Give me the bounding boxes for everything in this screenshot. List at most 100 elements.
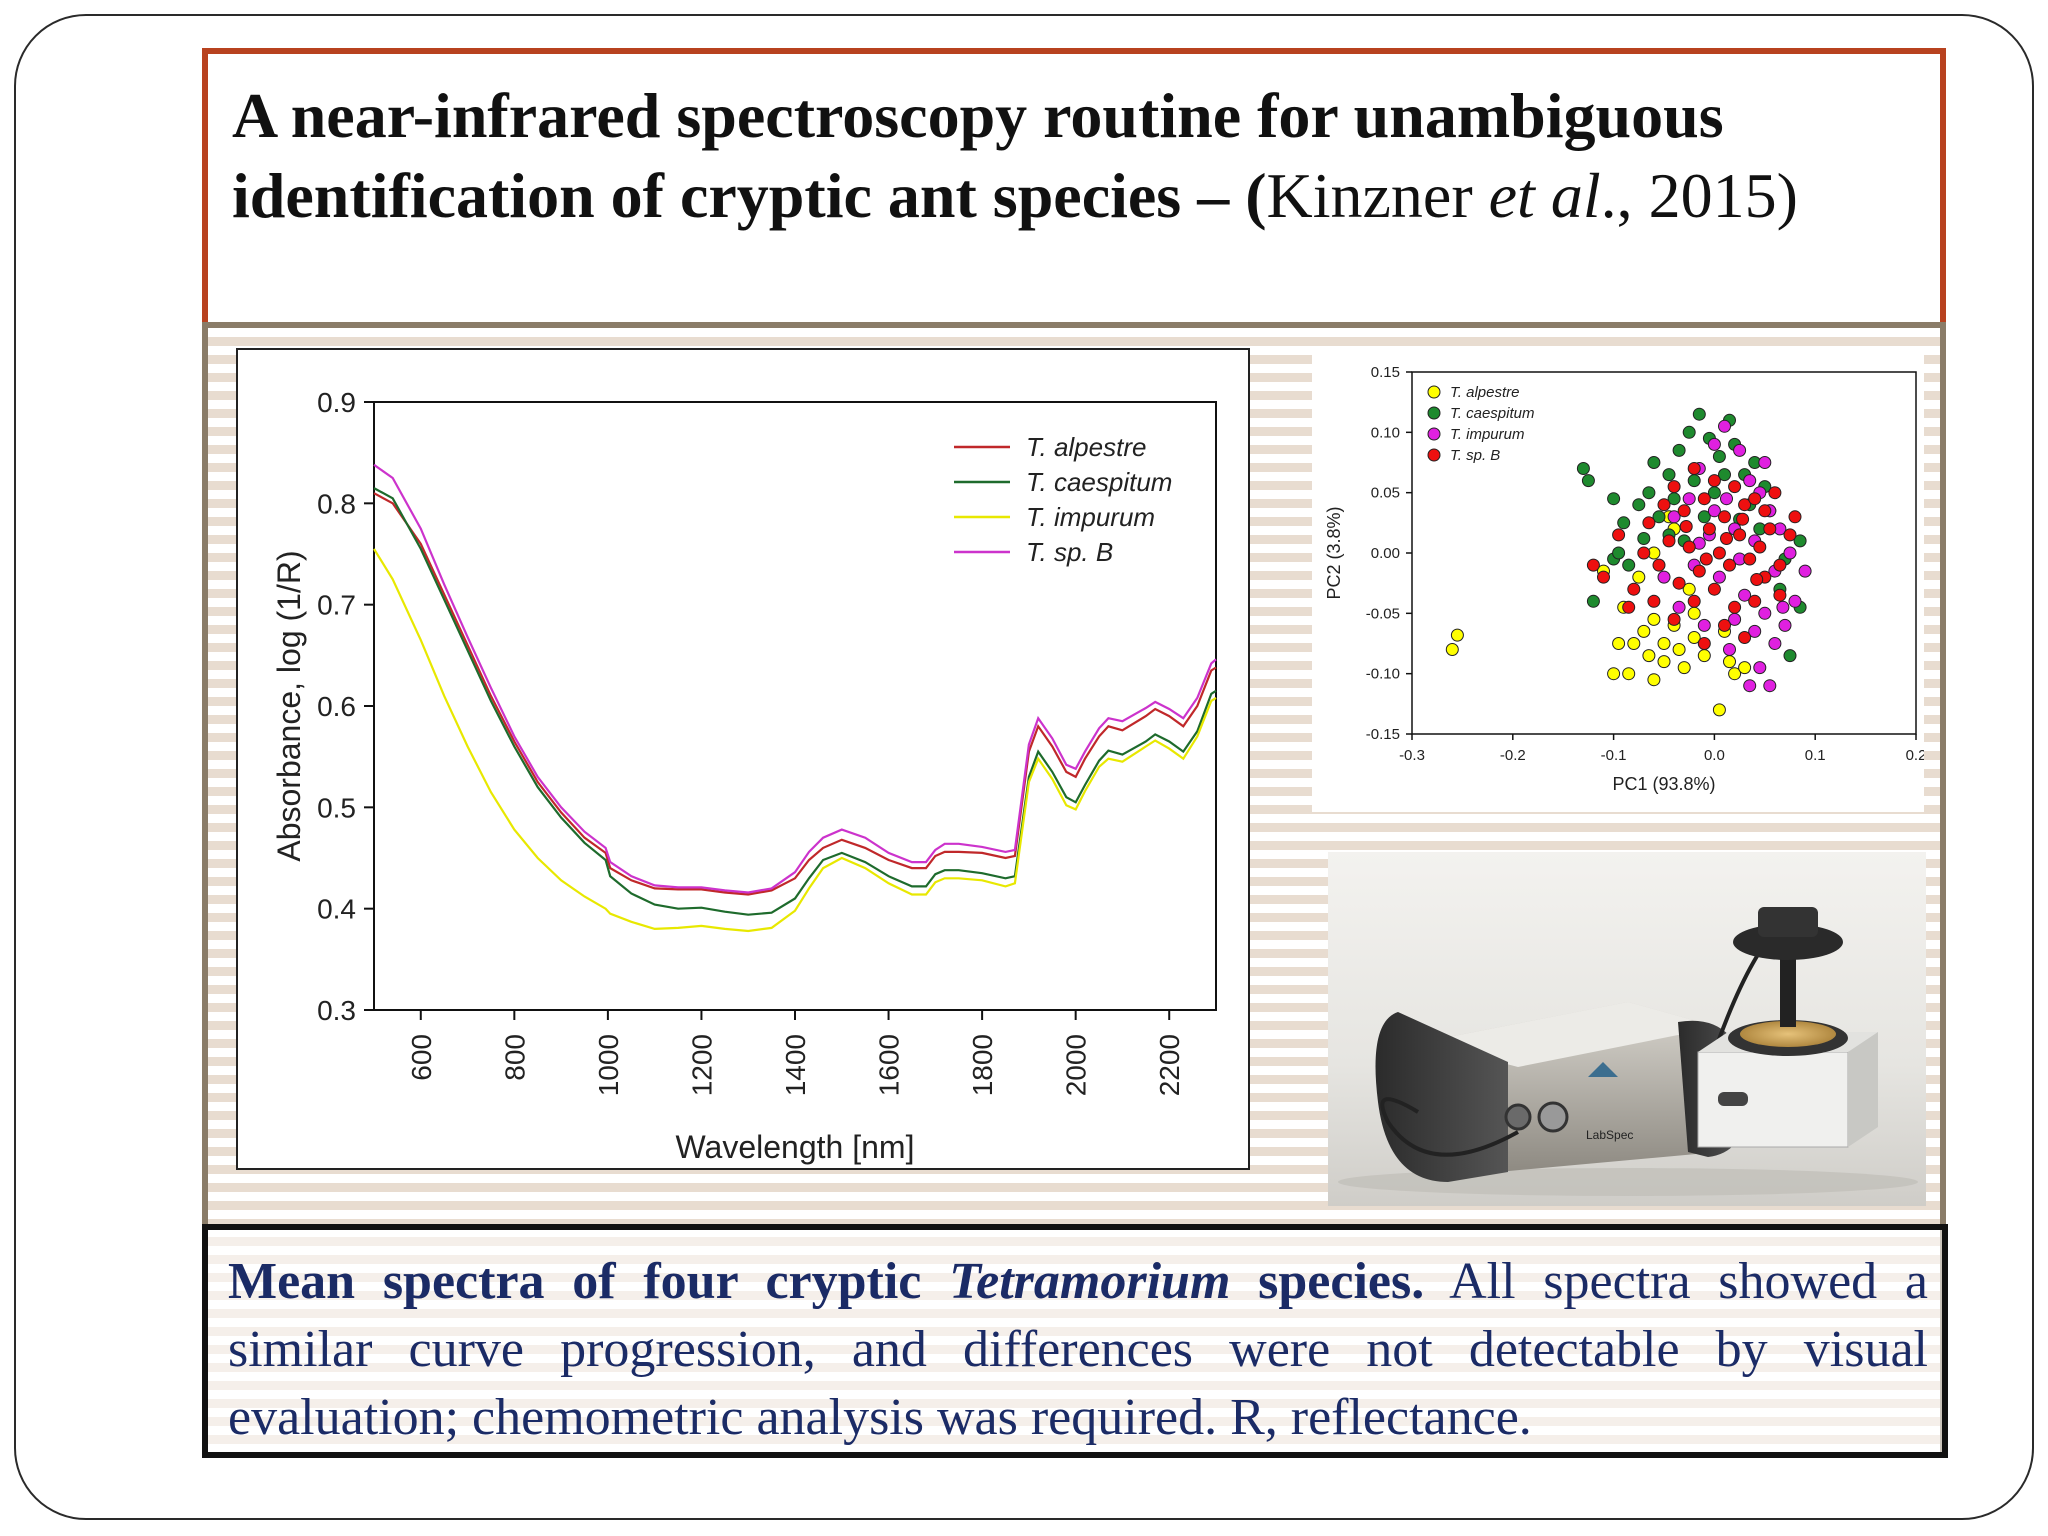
pca-point-4: [1687, 462, 1701, 475]
series-line-4: [373, 463, 1217, 894]
sample-dish: [1740, 1021, 1836, 1047]
pca-point-4: [1657, 498, 1671, 512]
pca-point-3: [1753, 661, 1767, 675]
pca-point-4: [1728, 480, 1742, 494]
pca-point-4: [1783, 528, 1797, 542]
pca-point-2: [1672, 443, 1686, 457]
pca-point-4: [1763, 522, 1777, 536]
pca-point-4: [1748, 492, 1762, 506]
pca-point-4: [1697, 637, 1711, 650]
pca-point-4: [1733, 528, 1747, 542]
legend-label-2: T. caespitum: [1026, 467, 1172, 497]
y-tick-label: 0.7: [317, 590, 356, 621]
caption-box: Mean spectra of four cryptic Tetramorium…: [202, 1224, 1948, 1458]
device-label: LabSpec: [1586, 1128, 1633, 1142]
instrument-illustration: LabSpec: [1338, 907, 1918, 1196]
pca-point-2: [1622, 558, 1636, 572]
pca-point-3: [1657, 570, 1671, 584]
pca-point-3: [1748, 624, 1762, 638]
pca-point-4: [1728, 600, 1742, 614]
y-tick-label: 0.9: [317, 387, 356, 418]
series-line-3: [373, 548, 1217, 933]
pca-point-4: [1707, 582, 1721, 596]
pca-point-3: [1667, 510, 1681, 524]
pca-point-2: [1607, 492, 1621, 506]
pca-point-4: [1622, 600, 1636, 614]
y-tick-label: 0.5: [317, 792, 356, 823]
pca-point-4: [1679, 520, 1693, 533]
pca-point-3: [1798, 564, 1812, 578]
x-tick-label: 800: [499, 1034, 530, 1081]
pca-point-1: [1642, 649, 1656, 663]
pca-legend-label-2: T. caespitum: [1450, 405, 1535, 422]
pca-point-2: [1612, 546, 1626, 560]
pca-point-1: [1622, 667, 1636, 681]
pca-point-4: [1750, 573, 1764, 586]
pca-x-axis-label: PC1 (93.8%): [1612, 774, 1715, 794]
pca-point-3: [1783, 546, 1797, 560]
pca-point-1: [1647, 673, 1661, 687]
pca-point-1: [1697, 649, 1711, 663]
pca-point-4: [1677, 504, 1691, 518]
pca-y-tick-label: -0.10: [1366, 666, 1400, 683]
pca-x-tick-label: 0.1: [1805, 747, 1826, 764]
title-bold: A near-infrared spectroscopy routine for…: [232, 80, 1724, 231]
title-etal: et al: [1488, 160, 1601, 231]
pca-y-tick-label: -0.15: [1366, 726, 1400, 743]
pca-point-2: [1662, 468, 1676, 482]
pca-y-tick-label: -0.05: [1366, 605, 1400, 622]
legend-label-4: T. sp. B: [1026, 537, 1113, 567]
pca-point-1: [1612, 637, 1626, 650]
pca-point-4: [1718, 510, 1731, 524]
spectra-chart-panel: 0.3 0.4 0.5 0.6 0.7 0.8 0.9 600 800 1000 1200 1400 1…: [236, 348, 1250, 1170]
pca-y-tick-label: 0.10: [1371, 424, 1400, 441]
pca-point-2: [1647, 456, 1661, 469]
pca-point-1: [1682, 582, 1696, 596]
pca-point-4: [1687, 594, 1701, 608]
pca-point-4: [1743, 552, 1757, 566]
pca-point-4: [1627, 582, 1641, 596]
pca-y-tick-label: 0.00: [1371, 545, 1400, 562]
pca-point-4: [1707, 474, 1721, 488]
pca-point-4: [1788, 510, 1802, 524]
pca-point-4: [1723, 558, 1736, 572]
pca-point-4: [1682, 540, 1696, 554]
x-tick-label: 1000: [593, 1034, 624, 1096]
pca-point-1: [1445, 643, 1459, 656]
pca-point-4: [1712, 546, 1726, 560]
pca-point-3: [1743, 474, 1757, 488]
title-year: ., 2015): [1600, 160, 1798, 231]
pca-point-3: [1758, 606, 1772, 620]
instrument-photo: LabSpec: [1328, 852, 1926, 1206]
x-tick-label: 2200: [1154, 1034, 1185, 1096]
pca-x-tick-label: 0.0: [1704, 747, 1725, 764]
pca-legend-marker-1: [1427, 385, 1441, 399]
pca-point-4: [1667, 612, 1681, 626]
pca-point-2: [1682, 425, 1696, 439]
pca-point-3: [1723, 643, 1736, 656]
pca-point-1: [1728, 667, 1742, 681]
pca-point-4: [1597, 570, 1610, 584]
pca-point-4: [1699, 552, 1713, 566]
caption: Mean spectra of four cryptic Tetramorium…: [228, 1248, 1928, 1452]
pca-point-1: [1687, 631, 1701, 644]
pca-point-1: [1712, 703, 1726, 717]
pca-point-3: [1682, 492, 1696, 506]
pca-point-2: [1697, 510, 1711, 524]
series-line-1: [373, 492, 1217, 896]
pca-point-2: [1712, 450, 1726, 463]
pca-point-2: [1637, 532, 1651, 545]
pca-point-3: [1707, 437, 1721, 451]
pca-point-3: [1697, 618, 1711, 632]
pca-point-3: [1720, 492, 1733, 506]
pca-point-1: [1723, 655, 1736, 669]
pca-point-1: [1637, 624, 1651, 638]
x-axis-label: Wavelength [nm]: [676, 1129, 915, 1165]
caption-bold-tail: species.: [1230, 1253, 1425, 1310]
pca-point-3: [1672, 600, 1686, 614]
pca-point-1: [1677, 661, 1691, 675]
pca-plot-area: [1411, 371, 1917, 735]
pca-point-1: [1450, 628, 1464, 642]
pca-point-4: [1738, 498, 1752, 512]
legend-label-1: T. alpestre: [1026, 432, 1146, 462]
